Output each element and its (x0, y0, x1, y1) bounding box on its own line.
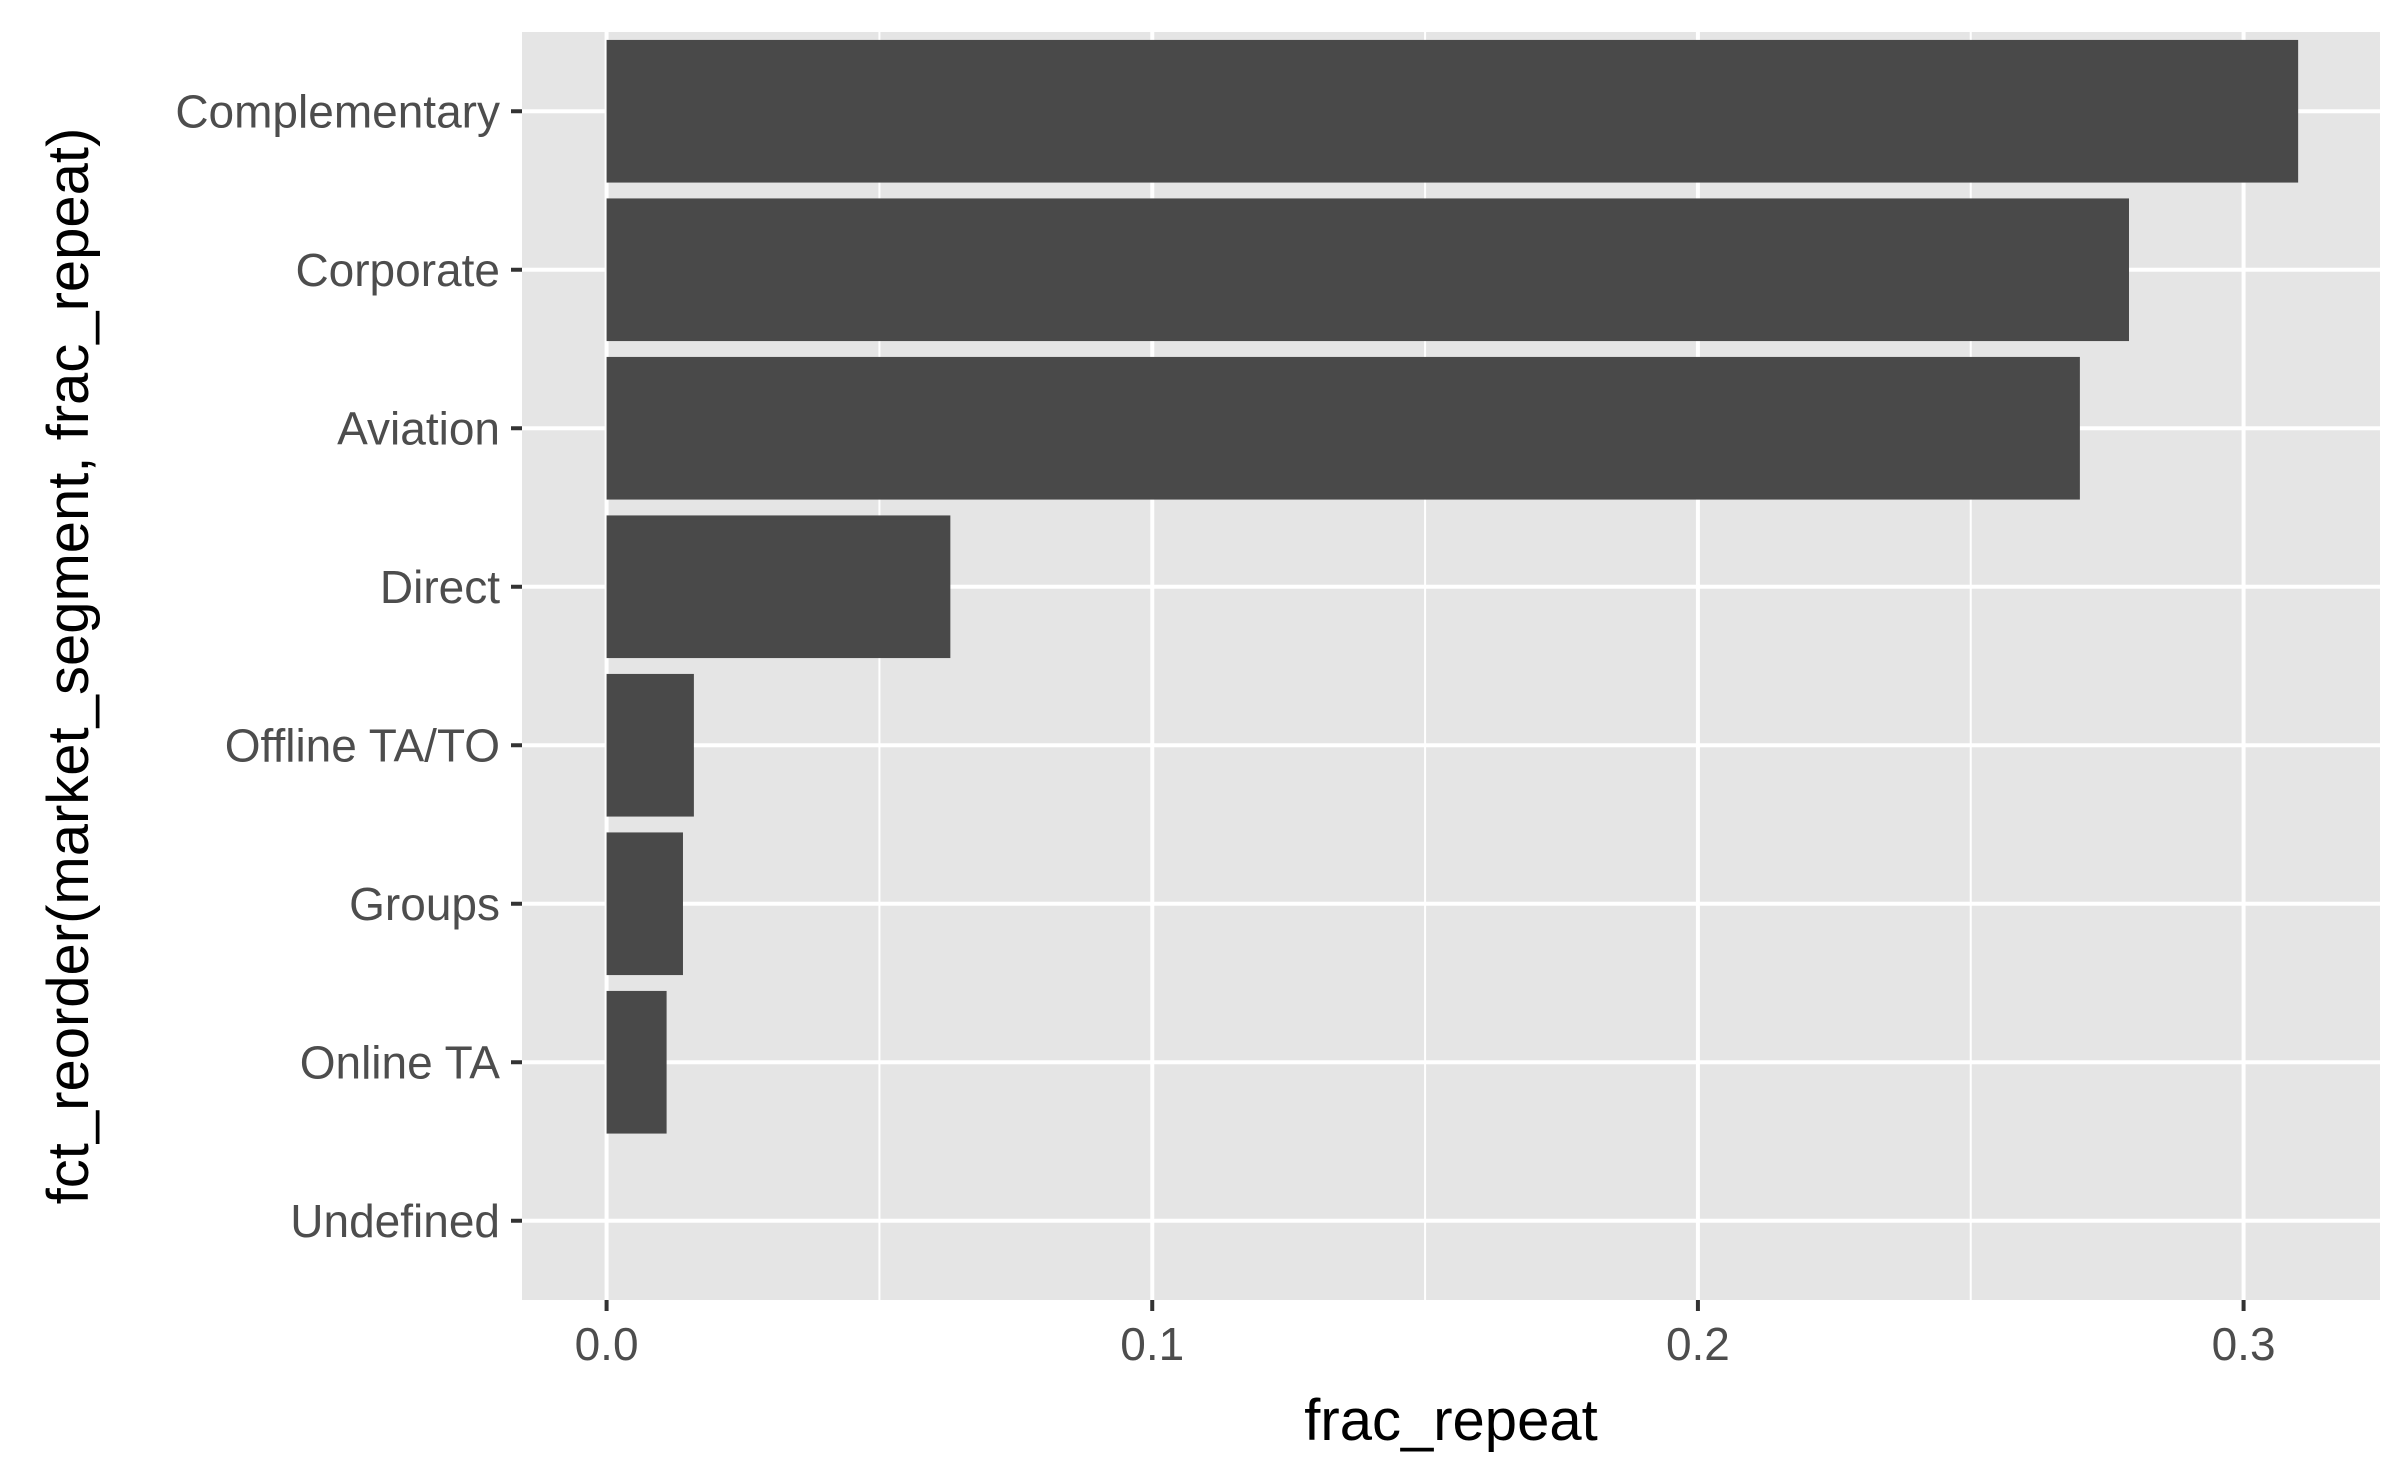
y-tick-label: Offline TA/TO (225, 719, 500, 771)
bar-complementary (606, 39, 2299, 183)
bar-groups (606, 832, 683, 976)
y-tick-label: Direct (380, 561, 500, 613)
x-tick-label: 0.2 (1666, 1318, 1730, 1370)
y-tick-label: Corporate (295, 244, 500, 296)
bar-aviation (606, 356, 2080, 500)
y-tick-label: Online TA (300, 1036, 501, 1088)
bar-direct (606, 515, 951, 659)
y-tick-label: Complementary (175, 85, 500, 137)
y-axis-title: fct_reorder(market_segment, frac_repeat) (36, 128, 101, 1205)
x-axis: 0.0 0.1 0.2 0.3 (575, 1300, 2276, 1370)
y-tick-label: Aviation (337, 402, 500, 454)
x-axis-title: frac_repeat (1304, 1388, 1597, 1453)
bar-online-ta (606, 990, 667, 1134)
bar-corporate (606, 198, 2129, 342)
y-tick-label: Groups (349, 878, 500, 930)
x-tick-label: 0.1 (1120, 1318, 1184, 1370)
y-axis: Complementary Corporate Aviation Direct Offl… (175, 85, 522, 1247)
bars (606, 39, 2299, 1134)
y-tick-label: Undefined (290, 1195, 500, 1247)
x-tick-label: 0.0 (575, 1318, 639, 1370)
x-tick-label: 0.3 (2212, 1318, 2276, 1370)
bar-offline-ta-to (606, 673, 694, 817)
